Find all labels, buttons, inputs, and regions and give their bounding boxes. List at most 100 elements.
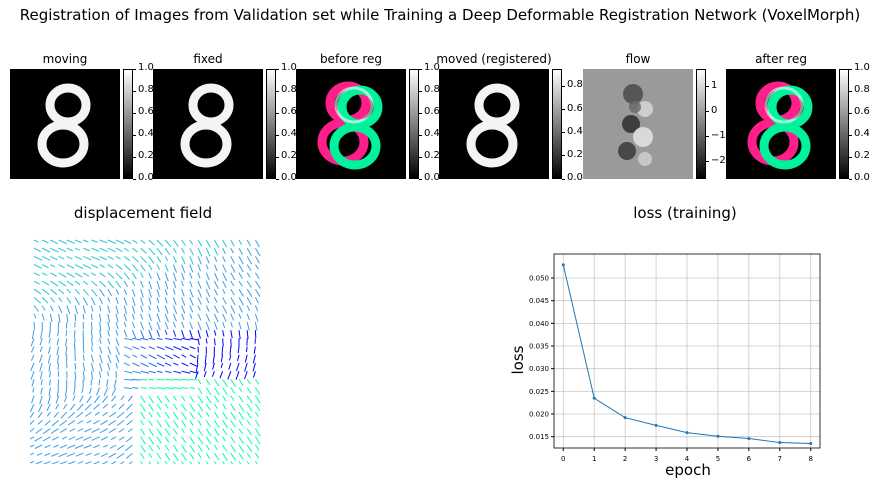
- flow-arrow: [246, 313, 251, 321]
- flow-arrow: [181, 313, 185, 321]
- flow-arrow: [107, 371, 109, 377]
- flow-arrow: [92, 460, 100, 464]
- flow-arrow: [120, 395, 125, 401]
- flow-arrow: [74, 444, 84, 449]
- colorbar-tick-mark: [706, 86, 709, 87]
- flow-arrow: [77, 419, 84, 425]
- flow-arrow: [99, 371, 102, 379]
- flow-arrow: [222, 403, 227, 410]
- flow-arrow: [51, 452, 59, 457]
- flow-arrow: [205, 297, 210, 304]
- flow-arrow: [164, 444, 170, 451]
- flow-arrow: [165, 378, 174, 381]
- flow-arrow: [140, 378, 148, 381]
- flow-arrow: [156, 289, 160, 298]
- flow-arrow: [148, 387, 157, 390]
- flow-arrow: [237, 354, 240, 361]
- flow-arrow: [205, 428, 212, 437]
- flow-arrow: [230, 264, 236, 273]
- flow-arrow: [205, 436, 212, 444]
- flow-arrow: [33, 272, 40, 277]
- flow-arrow: [108, 419, 117, 426]
- flow-arrow: [205, 461, 209, 464]
- colorbar-tick-mark: [133, 156, 136, 158]
- flow-arrow: [148, 461, 152, 464]
- flow-arrow: [246, 280, 252, 288]
- flow-arrow: [222, 313, 227, 322]
- flow-arrow: [34, 436, 43, 442]
- colorbar-tick-label: 0.0: [138, 172, 154, 183]
- flow-arrow: [107, 255, 114, 260]
- flow-arrow: [72, 395, 76, 401]
- flow-arrow: [172, 461, 176, 464]
- flow-arrow: [123, 247, 129, 252]
- y-tick-label: 0.045: [529, 297, 549, 305]
- colorbar-tick-mark: [133, 178, 136, 180]
- panel-image-0: [10, 69, 120, 179]
- flow-arrow: [56, 387, 60, 397]
- colorbar-tick-label: 0.2: [424, 150, 440, 161]
- flow-arrow: [99, 272, 106, 278]
- flow-arrow: [126, 420, 133, 426]
- colorbar-tick-label: 0.4: [281, 128, 297, 139]
- flow-arrow: [140, 280, 144, 288]
- flow-arrow: [33, 239, 39, 243]
- flow-arrow: [30, 444, 35, 448]
- flow-arrow: [107, 338, 111, 345]
- flow-arrow: [197, 272, 201, 279]
- flow-arrow: [39, 346, 43, 353]
- loss-chart: 0 1 2 3 4 5 6 7 8 0.015 0.020 0.025 0.030 0.035 0.040 0…: [509, 253, 821, 479]
- flow-arrow: [66, 239, 75, 244]
- flow-arrow: [172, 247, 177, 254]
- flow-arrow: [37, 420, 43, 425]
- flow-arrow: [173, 378, 183, 381]
- flow-arrow: [254, 305, 259, 312]
- flow-arrow: [230, 247, 234, 254]
- flow-arrow: [181, 420, 187, 428]
- colorbar-tick-mark: [849, 156, 852, 158]
- flow-arrow: [41, 313, 45, 321]
- flow-arrow: [172, 289, 176, 295]
- flow-arrow: [102, 411, 109, 417]
- flow-arrow: [230, 395, 235, 401]
- flow-arrow: [197, 428, 204, 436]
- flow-arrow: [107, 346, 112, 355]
- flow-arrow: [86, 395, 92, 404]
- flow-arrow: [62, 403, 68, 410]
- flow-arrow: [172, 444, 179, 452]
- flow-arrow: [254, 313, 259, 322]
- flow-arrow: [211, 371, 215, 377]
- flow-arrow: [83, 436, 92, 441]
- flow-arrow: [42, 460, 51, 464]
- flow-arrow: [61, 436, 68, 440]
- flow-arrow: [173, 362, 179, 366]
- flow-arrow: [30, 354, 35, 361]
- flow-arrow: [197, 321, 202, 331]
- flow-arrow: [213, 256, 218, 262]
- colorbar-4: [696, 69, 706, 179]
- flow-arrow: [41, 272, 48, 276]
- flow-arrow: [219, 371, 224, 379]
- loss-data-point: [685, 431, 689, 435]
- colorbar-tick-mark: [276, 134, 279, 136]
- flow-arrow: [140, 354, 148, 359]
- flow-arrow: [148, 444, 154, 452]
- flow-arrow: [148, 370, 157, 374]
- flow-arrow: [99, 297, 103, 305]
- flow-arrow: [181, 239, 186, 246]
- flow-arrow: [75, 452, 84, 457]
- flow-arrow: [222, 239, 228, 248]
- panel-image-5: [726, 69, 836, 179]
- y-axis-label: loss: [509, 345, 527, 374]
- flow-arrow: [189, 272, 193, 279]
- flow-arrow: [123, 280, 128, 288]
- flow-arrow: [82, 362, 86, 372]
- flow-arrow: [56, 354, 60, 364]
- colorbar-tick-label: 0: [711, 104, 718, 116]
- panel-image-4: [583, 69, 693, 179]
- flow-arrow: [140, 289, 144, 298]
- colorbar-tick-label: 0.2: [281, 150, 297, 161]
- flow-arrow: [164, 395, 170, 403]
- flow-arrow: [164, 239, 172, 248]
- flow-arrow: [164, 362, 172, 367]
